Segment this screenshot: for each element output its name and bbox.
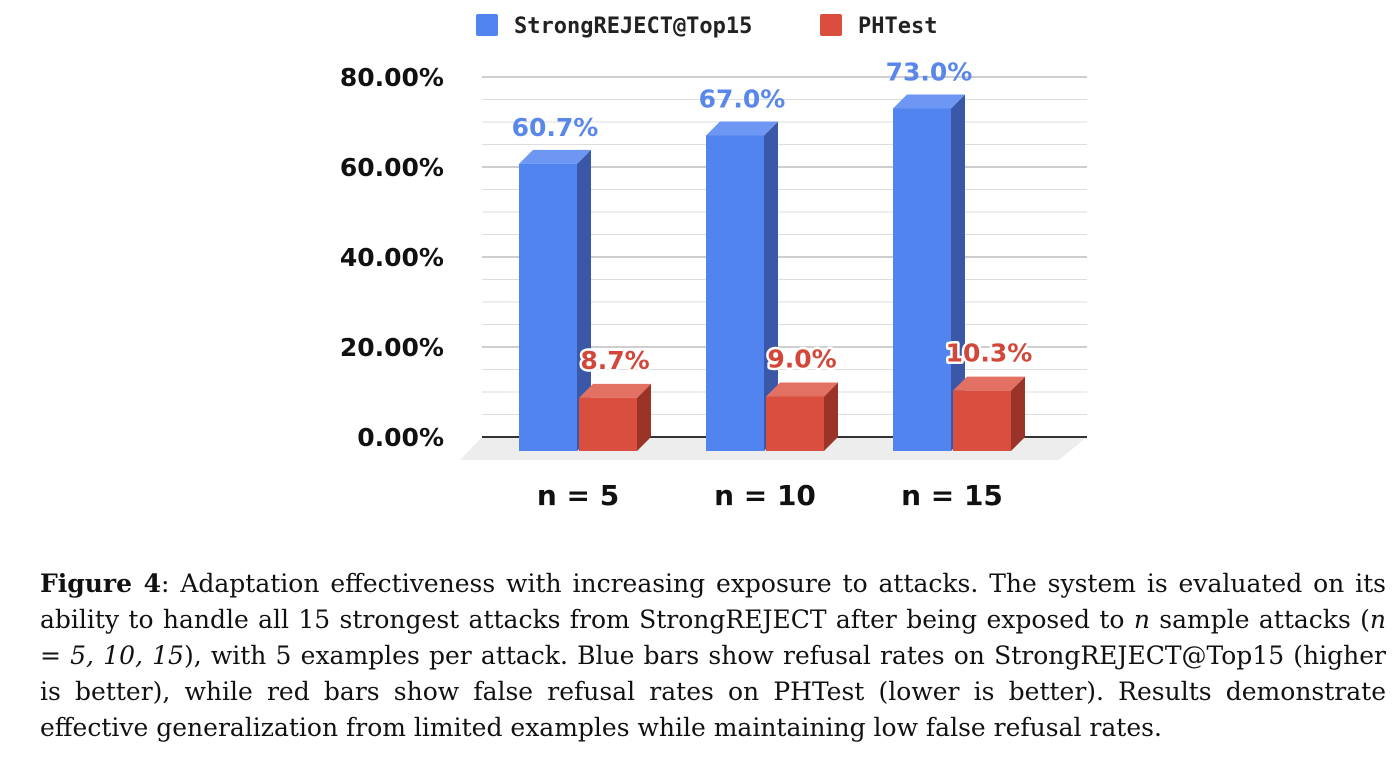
y-tick-label: 40.00% [340, 243, 444, 272]
data-label: 10.3% [946, 339, 1033, 368]
caption-math: n = 5, 10, 15 [40, 605, 1386, 670]
y-tick-label: 80.00% [340, 63, 444, 92]
caption-variable-n: n [1133, 605, 1150, 634]
bar-side [764, 121, 778, 451]
data-labels: 60.7% 67.0% 73.0% 8.7% 9.0% 10.3% [512, 58, 1035, 378]
bar-top [519, 149, 591, 164]
bar-top [766, 382, 838, 397]
bar-top [953, 376, 1025, 391]
bar [706, 121, 778, 451]
data-label: 60.7% [512, 113, 599, 142]
x-tick-label: n = 15 [901, 479, 1003, 512]
y-tick-label: 20.00% [340, 333, 444, 362]
bar-top [579, 383, 651, 398]
data-label: 9.0% [767, 345, 836, 374]
bar [953, 376, 1025, 451]
data-label: 67.0% [699, 85, 786, 114]
caption-text-2: sample attacks ( [1149, 605, 1370, 634]
bar-side [1011, 376, 1025, 451]
bar [893, 94, 965, 451]
bar-top [706, 121, 778, 136]
bar [519, 149, 591, 451]
bar-side [824, 382, 838, 451]
bar [766, 382, 838, 451]
bar-front [706, 135, 764, 451]
bar-front [953, 390, 1011, 451]
bar-chart: StrongREJECT@Top15 PHTest 0.00% 20.00% 40.0… [340, 14, 1087, 512]
data-label: 73.0% [886, 58, 973, 87]
bar-side [951, 94, 965, 451]
x-tick-label: n = 10 [714, 479, 816, 512]
y-tick-label: 0.00% [357, 423, 444, 452]
data-label: 8.7% [580, 346, 649, 375]
bar-side [577, 149, 591, 451]
y-tick-label: 60.00% [340, 153, 444, 182]
legend-label: StrongREJECT@Top15 [514, 14, 752, 39]
bar-top [893, 94, 965, 109]
bar-front [893, 108, 951, 451]
figure-caption: Figure 4: Adaptation effectiveness with … [40, 566, 1386, 746]
legend-label: PHTest [858, 14, 937, 39]
caption-label: Figure 4 [40, 569, 162, 598]
bar-side [637, 383, 651, 451]
x-tick-label: n = 5 [537, 479, 619, 512]
legend-swatch [820, 14, 842, 36]
y-axis: 0.00% 20.00% 40.00% 60.00% 80.00% [340, 63, 444, 452]
caption-text-1: : Adaptation effectiveness with increasi… [40, 569, 1386, 634]
legend-item: PHTest [820, 14, 937, 39]
bar [579, 383, 651, 451]
legend: StrongREJECT@Top15 PHTest [476, 14, 937, 39]
legend-swatch [476, 14, 498, 36]
caption-text-3: ), with 5 examples per attack. Blue bars… [40, 641, 1386, 742]
bar-front [579, 397, 637, 451]
bar-front [519, 163, 577, 451]
bar-front [766, 396, 824, 451]
bars [519, 94, 1025, 451]
x-axis: n = 5 n = 10 n = 15 [537, 479, 1003, 512]
legend-item: StrongREJECT@Top15 [476, 14, 752, 39]
